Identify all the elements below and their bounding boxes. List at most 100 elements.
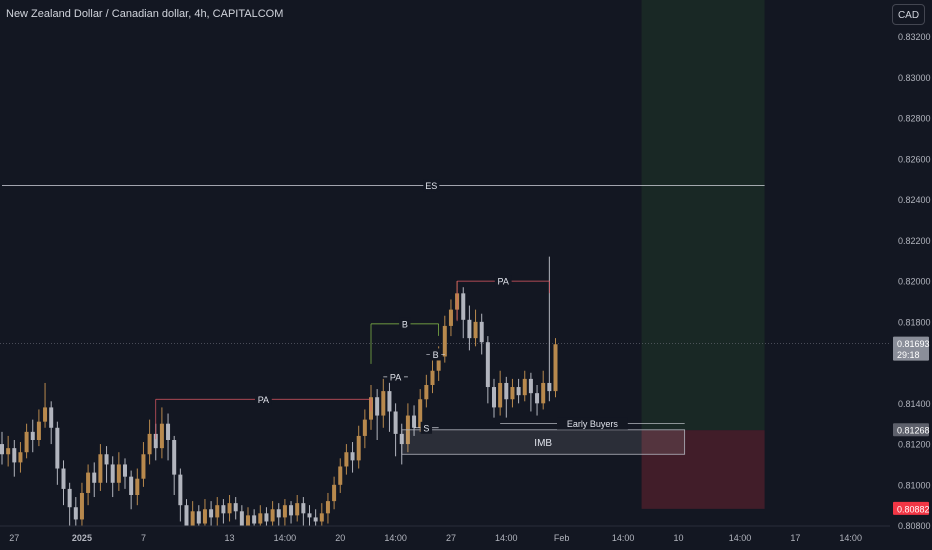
- candle-body: [307, 513, 312, 518]
- price-tick-label: 0.80800: [898, 521, 931, 531]
- candle-body: [86, 472, 91, 493]
- price-tick-label: 0.82600: [898, 154, 931, 164]
- candle-body: [289, 505, 294, 516]
- time-tick-label: 14:00: [839, 533, 862, 543]
- annotation-label-bg: [557, 417, 628, 430]
- candle-body: [301, 503, 306, 514]
- candle-body: [209, 509, 214, 518]
- currency-button[interactable]: CAD: [892, 4, 925, 25]
- candle-body: [233, 503, 238, 512]
- candle-body: [55, 427, 60, 469]
- candle-body: [0, 444, 4, 455]
- candle-body: [276, 509, 281, 518]
- candle-body: [43, 407, 48, 422]
- candle-body: [541, 382, 546, 404]
- candle-body: [246, 515, 250, 526]
- candle-body: [412, 415, 417, 428]
- candle-body: [362, 419, 367, 436]
- candle-body: [492, 387, 496, 408]
- time-tick-label: 14:00: [384, 533, 407, 543]
- time-tick-label: 14:00: [729, 533, 752, 543]
- candle-body: [166, 423, 171, 440]
- candle-body: [510, 387, 515, 400]
- annotation-label: PA: [258, 395, 269, 405]
- price-tick-label: 0.82800: [898, 114, 931, 124]
- candle-body: [553, 344, 558, 392]
- candle-body: [430, 370, 435, 385]
- time-tick-label: 20: [335, 533, 345, 543]
- time-tick-label: 2025: [72, 533, 92, 543]
- candle-body: [172, 440, 177, 475]
- candle-body: [338, 466, 343, 485]
- countdown-label: 29:18: [897, 350, 920, 360]
- candle-body: [110, 464, 115, 483]
- candle-body: [202, 509, 207, 524]
- candle-body: [227, 503, 232, 514]
- candle-body: [535, 393, 540, 404]
- price-badge-current: [893, 336, 929, 361]
- candle-body: [73, 507, 78, 520]
- candle-body: [18, 452, 23, 463]
- imb-zone: [401, 429, 686, 455]
- time-tick-label: 14:00: [495, 533, 518, 543]
- price-tick-label: 0.82000: [898, 277, 931, 287]
- candle-body: [135, 478, 140, 495]
- annotation-label: PA: [390, 372, 401, 382]
- time-tick-label: 27: [9, 533, 19, 543]
- time-tick-label: 17: [790, 533, 800, 543]
- candle-body: [387, 391, 392, 412]
- annotation-label-bg: [429, 348, 442, 361]
- time-axis[interactable]: [0, 526, 890, 550]
- annotation-label: B: [433, 350, 439, 360]
- candle-body: [516, 387, 521, 396]
- time-tick-label: 14:00: [612, 533, 635, 543]
- candle-body: [467, 319, 472, 339]
- candle-body: [178, 474, 183, 506]
- price-tick-label: 0.81200: [898, 440, 931, 450]
- candle-body: [313, 517, 318, 522]
- candle-body: [79, 492, 84, 520]
- candle-body: [356, 435, 361, 461]
- candle-body: [436, 356, 441, 371]
- annotation-label-bg: [494, 275, 512, 288]
- candle-body: [24, 431, 29, 453]
- price-badge-entry: [893, 423, 929, 437]
- price-tick-label: 0.81800: [898, 317, 931, 327]
- candle-body: [381, 391, 386, 416]
- price-tick-label: 0.83000: [898, 73, 931, 83]
- price-tick-label: 0.81400: [898, 399, 931, 409]
- price-axis[interactable]: [890, 0, 932, 550]
- annotation-label-bg: [399, 317, 411, 330]
- candle-body: [332, 484, 337, 502]
- candle-body: [196, 511, 201, 524]
- candle-body: [504, 382, 509, 400]
- candle-body: [49, 407, 54, 428]
- es-label-bg: [423, 179, 440, 192]
- annotation-label: PA: [498, 277, 509, 287]
- candle-body: [448, 309, 453, 326]
- candle-body: [116, 464, 121, 483]
- loss-zone: [641, 430, 765, 509]
- candle-body: [522, 378, 527, 396]
- candle-body: [319, 513, 324, 522]
- candle-body: [485, 342, 490, 388]
- candle-body: [418, 399, 423, 428]
- candle-body: [479, 321, 484, 343]
- profit-zone: [641, 0, 765, 431]
- annotation-label: S: [423, 423, 429, 433]
- candle-body: [547, 382, 552, 392]
- candle-body: [282, 505, 287, 518]
- candle-body: [92, 472, 97, 483]
- price-badge-label: 0.81693: [897, 339, 930, 349]
- time-tick-label: 13: [225, 533, 235, 543]
- candle-body: [393, 411, 398, 434]
- price-badge-stop: [893, 501, 929, 515]
- candle-body: [215, 505, 220, 518]
- imb-label: IMB: [534, 438, 552, 449]
- candle-body: [123, 464, 127, 477]
- candle-body: [528, 378, 533, 394]
- candle-body: [12, 448, 17, 463]
- candle-body: [159, 423, 164, 449]
- candle-body: [252, 515, 257, 524]
